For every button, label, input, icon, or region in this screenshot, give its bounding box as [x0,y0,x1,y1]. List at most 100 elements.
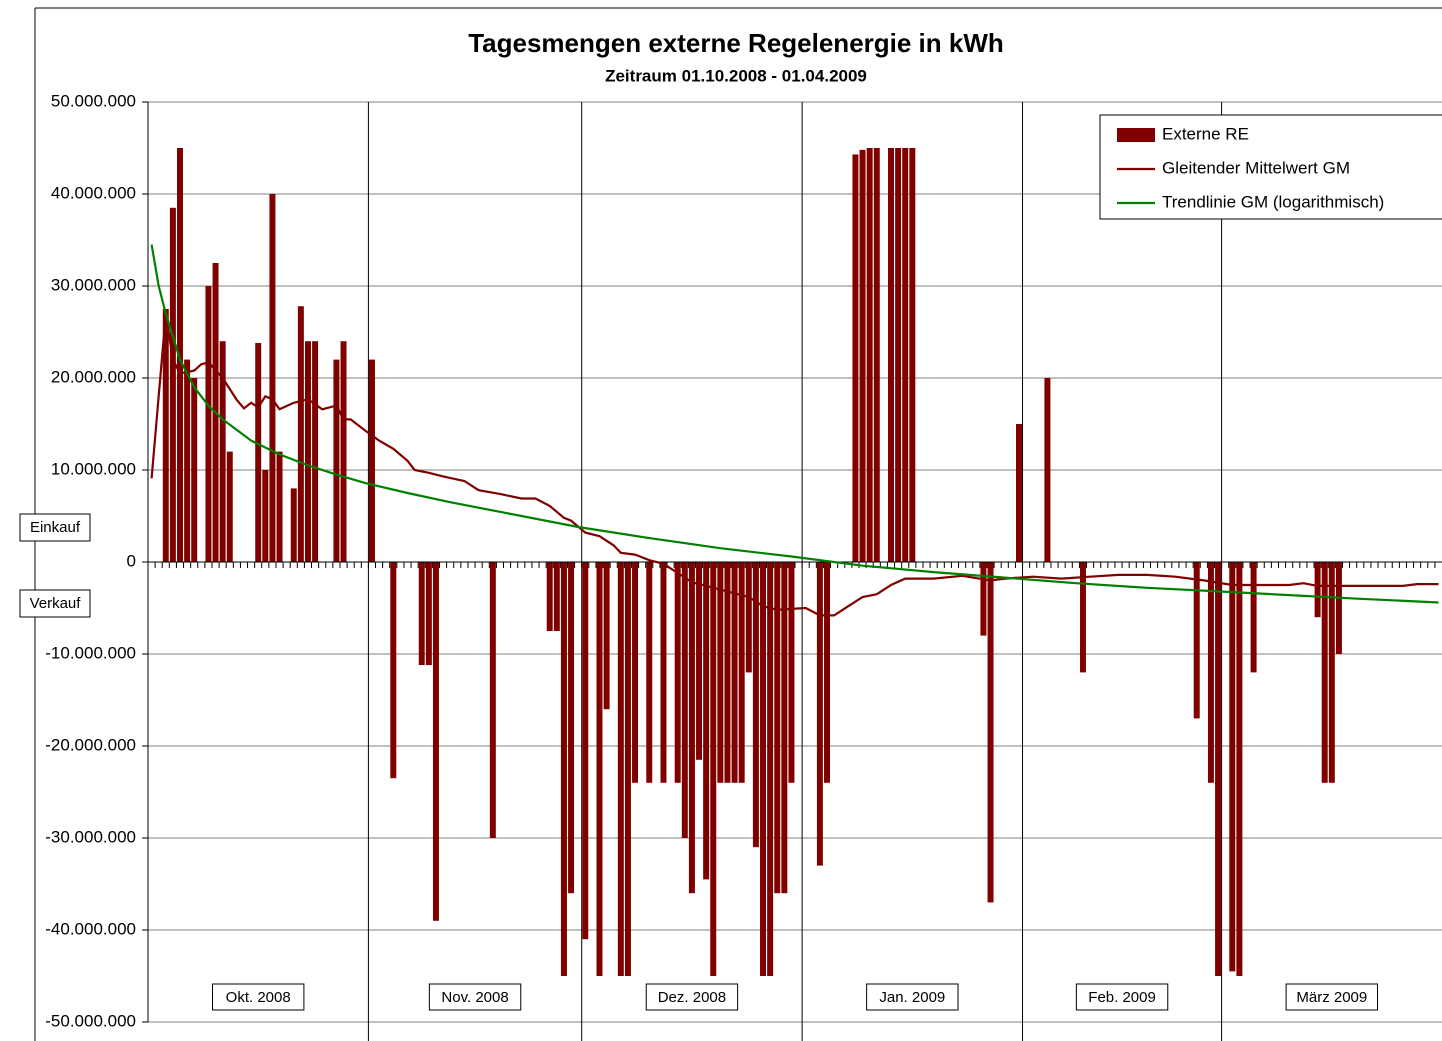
bar [1015,424,1022,562]
bar [731,562,738,783]
bar [980,562,987,636]
bar [660,562,667,783]
bar [703,562,710,880]
bar [717,562,724,783]
bar [304,341,311,562]
category-label-box [866,983,959,1011]
bar [177,148,183,562]
bar [582,562,589,940]
bar [752,562,759,848]
category-label-box [428,983,522,1011]
x-tick-label: Jan. 2009 [879,989,945,1006]
chart-subtitle: Zeitraum 01.10.2008 - 01.04.2009 [605,66,867,85]
bar [688,562,695,894]
bar [340,341,347,562]
bar [624,562,631,976]
bar [774,562,781,894]
bar [560,562,567,976]
bar [824,562,830,783]
bar [902,148,909,562]
bar [425,562,432,666]
bar [724,562,731,783]
bar [710,562,717,976]
legend-label: Gleitender Mittelwert GM [1162,158,1350,177]
bar [297,306,304,562]
bar [1079,562,1086,673]
bar [162,309,169,562]
bar [603,562,610,710]
bar [646,562,653,783]
line [150,244,1439,604]
bar [1236,562,1243,976]
bar [333,359,340,562]
bar [781,562,788,894]
category-label-box [1285,983,1379,1011]
bar [888,148,894,562]
bar [290,488,297,562]
y-tick-label: 10.000.000 [51,459,136,478]
bar [276,451,283,562]
x-tick-label: Okt. 2008 [226,989,291,1006]
bar [1193,562,1200,719]
category-label-box [1075,983,1169,1011]
annotation-box [19,589,91,618]
bar [169,207,176,563]
bar [1335,562,1342,654]
y-tick-label: 0 [127,551,136,570]
bar [767,562,774,976]
bar [184,359,191,562]
bar [696,562,703,760]
bar [368,359,375,562]
bar [219,341,226,562]
bar [1314,562,1321,618]
legend-label: Trendlinie GM (logarithmisch) [1162,192,1384,211]
bar [788,562,795,783]
bar [418,562,425,666]
y-tick-label: -40.000.000 [45,919,136,938]
bar [1321,562,1328,783]
bar [681,562,688,838]
bar [632,562,639,783]
x-tick-label: Nov. 2008 [441,989,508,1006]
y-tick-label: 50.000.000 [51,91,136,110]
bar [866,148,873,562]
bar [816,562,823,866]
bar [596,562,603,976]
bar [269,194,276,562]
annotation: Verkauf [30,595,82,612]
bar [1207,562,1214,783]
bar [738,562,745,783]
bar [191,378,198,562]
bar [1044,378,1051,562]
bar [909,148,916,562]
y-tick-label: -20.000.000 [45,735,136,754]
legend-swatch [1117,128,1155,142]
y-tick-label: 20.000.000 [51,367,136,386]
y-tick-label: 30.000.000 [51,275,136,294]
annotation-box [19,513,91,542]
bar [1250,562,1257,673]
bar [1215,562,1222,976]
category-label-box [645,983,739,1011]
bar [859,149,866,562]
bar [873,148,880,562]
bar [312,341,319,562]
bar [617,562,624,976]
y-tick-label: -10.000.000 [45,643,136,662]
bar [546,562,553,631]
bar [205,286,212,562]
bar [1328,562,1335,783]
bar [852,154,859,562]
y-tick-label: 40.000.000 [51,183,136,202]
bar [895,148,902,562]
bar [489,562,496,838]
bar [255,343,262,562]
annotation: Einkauf [30,519,81,536]
category-label-box [212,983,305,1011]
bar [760,562,767,976]
legend-label: Externe RE [1162,124,1249,143]
bar [1229,562,1236,972]
bar [262,470,269,562]
x-tick-label: Feb. 2009 [1088,989,1156,1006]
